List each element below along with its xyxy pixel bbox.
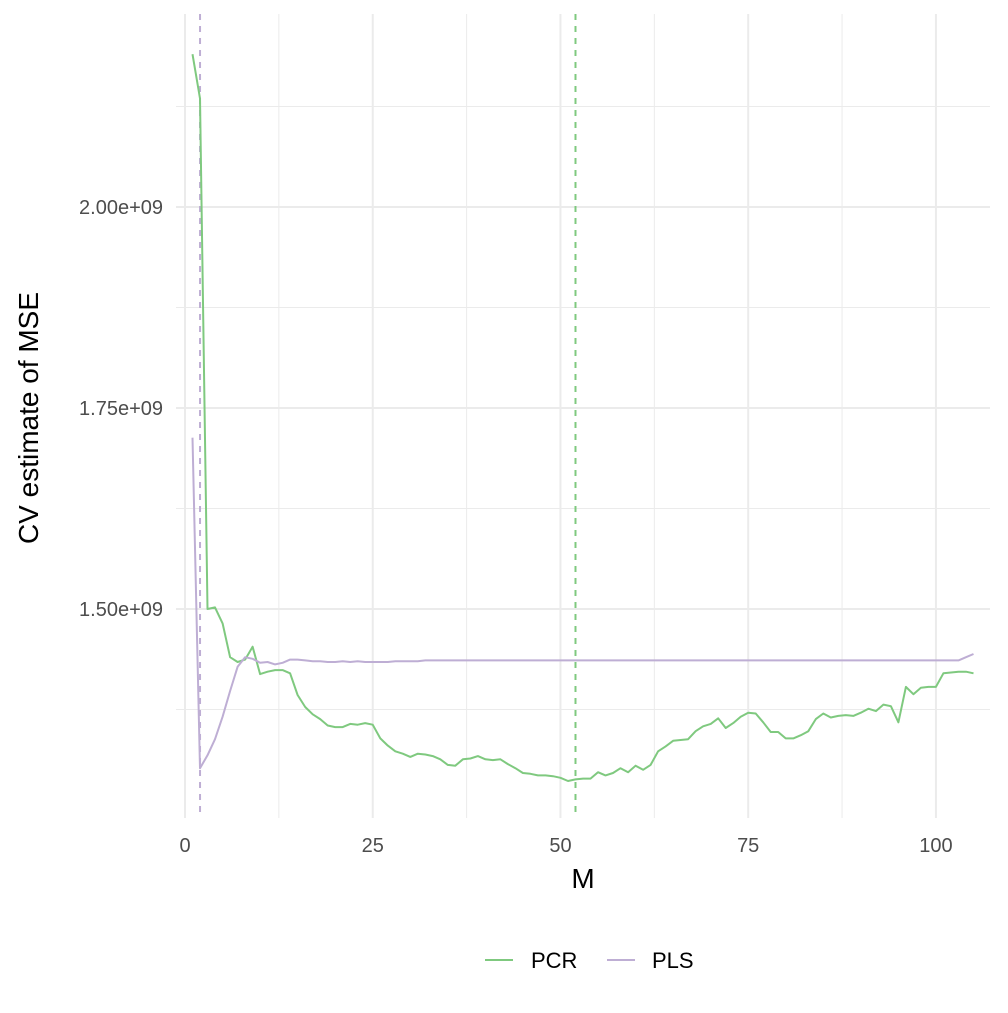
- minor-gridlines: [176, 14, 990, 818]
- y-axis-title: CV estimate of MSE: [13, 292, 44, 544]
- legend-label-pcr: PCR: [531, 948, 577, 973]
- y-tick-label: 1.75e+09: [79, 398, 163, 420]
- y-tick-label: 1.50e+09: [79, 599, 163, 621]
- series-line-pls: [191, 437, 974, 770]
- x-tick-label: 50: [549, 835, 571, 857]
- legend-label-pls: PLS: [652, 948, 694, 973]
- series-lines: [191, 54, 974, 782]
- x-tick-label: 25: [362, 835, 384, 857]
- x-tick-label: 75: [737, 835, 759, 857]
- y-tick-label: 2.00e+09: [79, 197, 163, 219]
- x-axis-tick-labels: 0 25 50 75 100: [179, 835, 952, 857]
- legend: PCR PLS: [485, 948, 694, 973]
- x-tick-label: 100: [919, 835, 952, 857]
- major-gridlines: [176, 14, 990, 818]
- x-axis-title: M: [571, 863, 594, 894]
- x-tick-label: 0: [179, 835, 190, 857]
- y-axis-tick-labels: 1.50e+09 1.75e+09 2.00e+09: [79, 197, 163, 621]
- reference-lines: [199, 14, 577, 818]
- series-line-pcr: [191, 54, 974, 782]
